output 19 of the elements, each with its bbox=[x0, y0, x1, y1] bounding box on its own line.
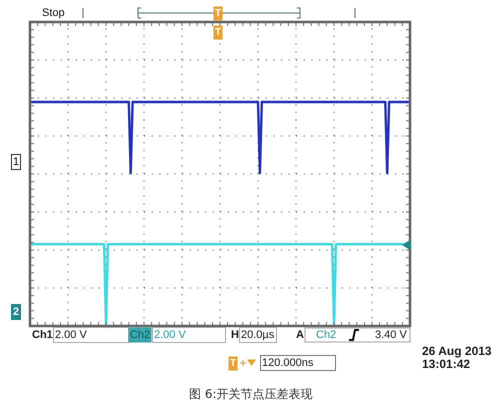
text: 2.00 V bbox=[154, 329, 186, 341]
text: T bbox=[215, 27, 222, 38]
text: Ch2 bbox=[130, 329, 150, 341]
text: 2.00 V bbox=[55, 329, 88, 341]
text: H bbox=[231, 329, 239, 341]
text: Ch2 bbox=[316, 329, 336, 341]
text: 26 Aug 2013 bbox=[422, 344, 492, 358]
text: T bbox=[230, 358, 236, 369]
text: 13:01:42 bbox=[422, 357, 470, 371]
text: T bbox=[215, 8, 222, 19]
caption: 图 6:开关节点压差表现 bbox=[189, 387, 312, 401]
text: 120.000ns bbox=[262, 357, 314, 369]
text: A bbox=[296, 329, 304, 341]
text: Ch1 bbox=[32, 329, 53, 341]
text: 3.40 V bbox=[375, 329, 408, 341]
text: Stop bbox=[42, 7, 65, 19]
text: 2 bbox=[13, 306, 20, 318]
text: 20.0µs bbox=[241, 329, 275, 341]
text: 1 bbox=[13, 156, 20, 168]
